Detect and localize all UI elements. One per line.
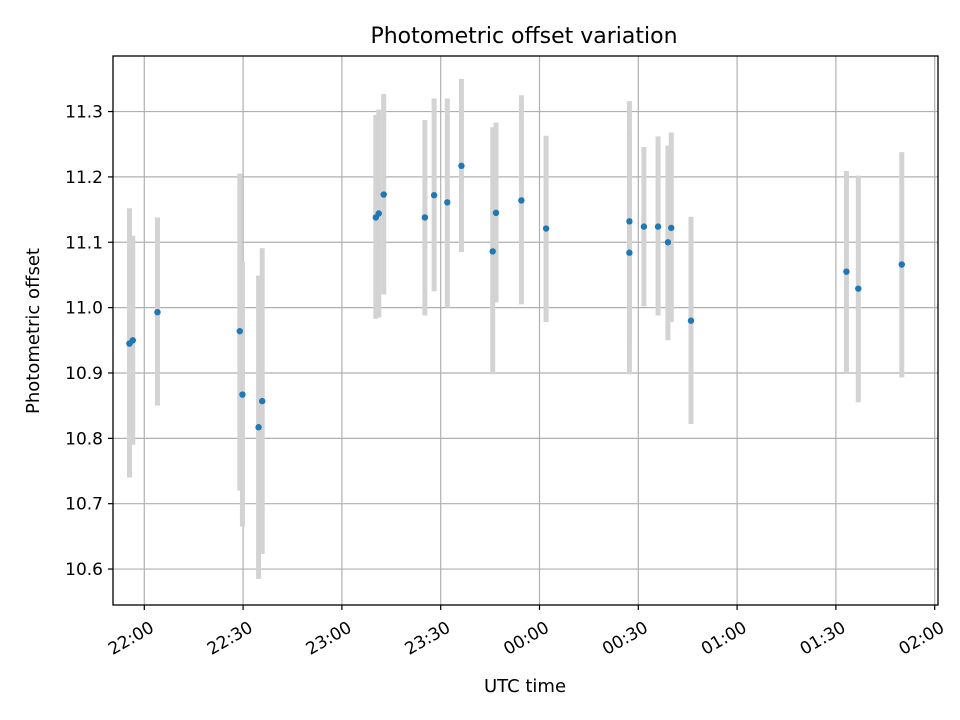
data-point — [239, 391, 246, 398]
y-tick-label: 10.6 — [65, 560, 103, 580]
data-point — [626, 249, 633, 256]
x-tick-label: 22:00 — [105, 618, 157, 660]
data-point — [640, 223, 648, 230]
data-point — [375, 210, 382, 217]
grid — [113, 56, 938, 605]
y-axis-ticks: 10.6 10.7 10.8 10.9 11.0 11.1 11.2 11.3 — [65, 103, 113, 580]
data-point — [129, 337, 136, 344]
x-tick-label: 23:00 — [303, 618, 355, 660]
chart-title: Photometric offset variation — [370, 24, 677, 49]
data-point — [258, 397, 266, 405]
y-tick-label: 10.9 — [65, 364, 103, 384]
data-point — [687, 317, 695, 324]
data-markers — [126, 162, 905, 431]
x-tick-label: 00:30 — [599, 618, 651, 660]
data-point — [855, 285, 862, 292]
data-point — [492, 209, 500, 217]
data-point — [444, 199, 451, 206]
data-point — [668, 224, 675, 232]
x-axis-ticks: 22:00 22:30 23:00 23:30 00:00 00:30 01:00 01:30… — [105, 605, 948, 660]
data-point — [518, 197, 525, 204]
data-point — [421, 214, 429, 221]
data-point — [654, 223, 662, 230]
y-tick-label: 10.7 — [65, 495, 103, 515]
x-tick-label: 01:30 — [797, 618, 849, 660]
y-axis-label: Photometric offset — [23, 248, 44, 414]
data-point — [255, 424, 262, 431]
x-tick-label: 23:30 — [402, 618, 454, 660]
data-point — [380, 191, 387, 198]
data-point — [542, 225, 550, 232]
data-point — [489, 248, 496, 255]
y-tick-label: 10.8 — [65, 429, 103, 449]
x-tick-label: 22:30 — [204, 618, 256, 660]
data-point — [236, 327, 243, 335]
x-tick-label: 00:00 — [500, 618, 552, 660]
data-point — [664, 239, 672, 246]
y-tick-label: 11.3 — [65, 103, 103, 123]
data-point — [626, 218, 633, 225]
data-point — [154, 309, 161, 316]
x-tick-label: 02:00 — [896, 618, 948, 660]
data-point — [458, 162, 465, 169]
y-tick-label: 11.1 — [65, 233, 103, 253]
y-tick-label: 11.2 — [65, 168, 103, 188]
data-point — [843, 268, 850, 275]
data-point — [430, 192, 438, 199]
data-point — [898, 261, 905, 268]
x-axis-label: UTC time — [484, 676, 566, 697]
x-tick-label: 01:00 — [698, 618, 750, 660]
plot-frame — [112, 55, 939, 606]
y-tick-label: 11.0 — [65, 299, 103, 319]
